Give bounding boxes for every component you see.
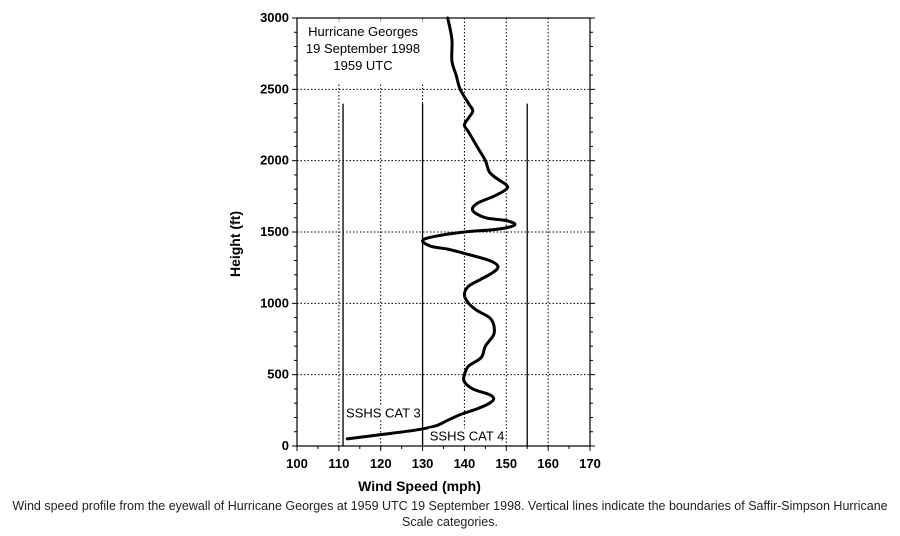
title-box <box>301 22 425 84</box>
x-tick-label: 120 <box>370 456 392 471</box>
y-tick-label: 2500 <box>260 81 289 96</box>
y-tick-label: 1500 <box>260 224 289 239</box>
title-line: Hurricane Georges <box>308 24 418 39</box>
category-lines <box>342 103 528 446</box>
y-tick-label: 0 <box>282 438 289 453</box>
x-axis-title: Wind Speed (mph) <box>358 478 481 494</box>
category-annotation: SSHS CAT 3 <box>346 405 421 420</box>
x-tick-label: 140 <box>454 456 476 471</box>
chart-title: Hurricane Georges 19 September 1998 1959 U… <box>301 22 425 84</box>
y-tick-label: 2000 <box>260 153 289 168</box>
x-tick-labels: 100 110 120 130 140 150 160 170 <box>286 456 601 471</box>
title-line: 1959 UTC <box>333 58 392 73</box>
x-tick-label: 110 <box>328 456 349 471</box>
category-annotation: SSHS CAT 4 <box>430 428 505 443</box>
y-tick-labels: 0 500 1000 1500 2000 2500 3000 <box>260 10 289 453</box>
x-tick-label: 150 <box>495 456 517 471</box>
y-tick-label: 1000 <box>260 295 289 310</box>
y-tick-label: 500 <box>267 367 289 382</box>
x-tick-label: 170 <box>579 456 601 471</box>
wind-profile-line <box>345 16 517 441</box>
figure-caption: Wind speed profile from the eyewall of H… <box>12 499 888 529</box>
x-tick-label: 100 <box>286 456 308 471</box>
x-tick-label: 160 <box>537 456 559 471</box>
title-line: 19 September 1998 <box>306 41 420 56</box>
x-tick-label: 130 <box>412 456 434 471</box>
annotation-bg <box>428 428 503 444</box>
annotation-bg <box>345 405 420 421</box>
ticks <box>292 17 595 451</box>
chart: 0 500 1000 1500 2000 2500 3000 100 110 120 130 140… <box>227 10 601 494</box>
y-axis-title: Height (ft) <box>227 211 243 277</box>
annotations: SSHS CAT 3 SSHS CAT 4 <box>345 405 505 444</box>
y-tick-label: 3000 <box>260 10 289 25</box>
